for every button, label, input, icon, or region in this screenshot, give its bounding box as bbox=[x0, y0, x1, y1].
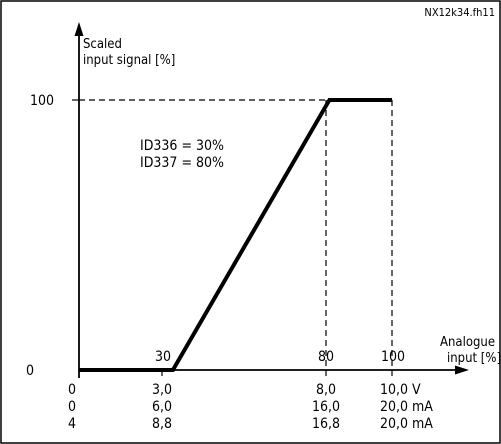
x-axis-label-line2: input [%] bbox=[447, 351, 501, 366]
scale-row-current-4-20: 4 8,8 16,8 20,0 mA bbox=[68, 416, 433, 432]
scale-cell: 0 bbox=[68, 382, 76, 398]
y-axis-arrowhead bbox=[74, 22, 84, 36]
scale-row-current-0-20: 0 6,0 16,0 20,0 mA bbox=[68, 399, 433, 415]
scale-cell: 8,0 bbox=[316, 382, 336, 398]
x-tick-label-80: 80 bbox=[318, 349, 334, 365]
scale-cell: 0 bbox=[68, 399, 76, 415]
figure-id: NX12k34.fh11 bbox=[424, 6, 495, 19]
y-axis-label-line1: Scaled bbox=[83, 37, 122, 52]
scale-cell: 20,0 mA bbox=[380, 399, 433, 415]
scale-cell: 3,0 bbox=[152, 382, 172, 398]
y-tick-label-0: 0 bbox=[26, 363, 34, 379]
scale-cell: 16,8 bbox=[312, 416, 340, 432]
x-tick-label-30: 30 bbox=[155, 349, 171, 365]
scale-cell: 10,0 V bbox=[380, 382, 421, 398]
scale-row-voltage: 0 3,0 8,0 10,0 V bbox=[68, 382, 421, 398]
x-tick-label-100: 100 bbox=[381, 349, 405, 365]
parameter-id337: ID337 = 80% bbox=[140, 155, 224, 171]
scale-cell: 16,0 bbox=[312, 399, 340, 415]
x-axis-arrowhead bbox=[455, 365, 469, 375]
scaling-curve bbox=[79, 98, 392, 372]
scale-cell: 8,8 bbox=[152, 416, 172, 432]
scale-cell: 4 bbox=[68, 416, 76, 432]
y-tick-label-100: 100 bbox=[30, 93, 54, 109]
scale-cell: 20,0 mA bbox=[380, 416, 433, 432]
y-axis-label-line2: input signal [%] bbox=[83, 53, 175, 68]
parameter-id336: ID336 = 30% bbox=[140, 138, 224, 154]
x-axis-label-line1: Analogue bbox=[440, 335, 495, 350]
scale-cell: 6,0 bbox=[152, 399, 172, 415]
